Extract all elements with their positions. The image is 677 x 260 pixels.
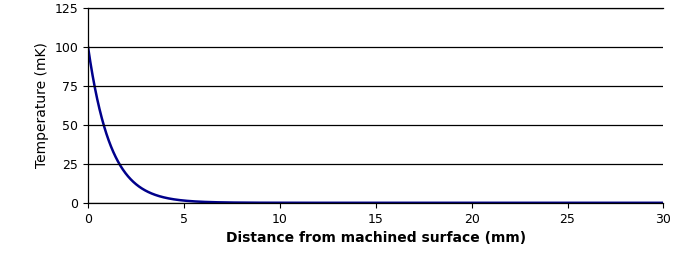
Y-axis label: Temperature (mK): Temperature (mK) [35,42,49,168]
X-axis label: Distance from machined surface (mm): Distance from machined surface (mm) [225,231,526,245]
